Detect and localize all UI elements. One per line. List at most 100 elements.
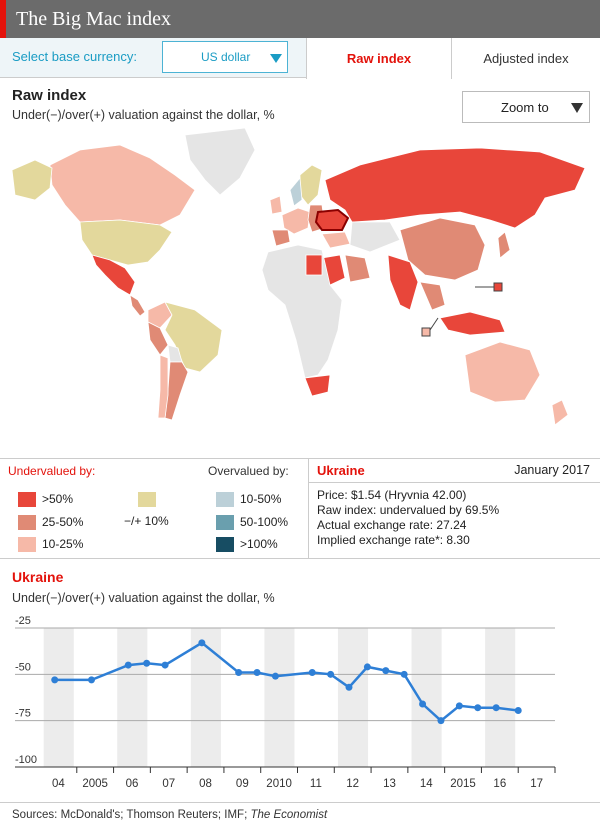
tab-adjusted-index[interactable]: Adjusted index [452, 38, 600, 78]
data-point [198, 639, 206, 647]
map-region-russia[interactable] [324, 147, 586, 229]
map-region-southeast-asia[interactable] [419, 281, 446, 311]
data-point [327, 670, 335, 678]
data-point [514, 706, 522, 714]
map-region-norway[interactable] [289, 177, 303, 207]
data-point [455, 702, 463, 710]
map-region-peru[interactable] [147, 321, 169, 356]
legend-overvalued-label: Overvalued by: [208, 464, 289, 478]
map-region-india[interactable] [387, 254, 419, 311]
map-region-south-africa[interactable] [304, 374, 331, 397]
x-tick-label: 13 [383, 778, 396, 790]
base-currency-label: Select base currency: [12, 49, 138, 64]
divider [0, 558, 600, 559]
y-tick-label: -25 [15, 615, 31, 627]
map-title: Raw index [12, 87, 87, 104]
page-title: The Big Mac index [16, 7, 171, 30]
line-chart: -25 -50 -75 -100 04 2005 06 07 08 09 2010 11 12 13 14 2… [15, 615, 556, 790]
x-tick-label: 17 [530, 778, 543, 790]
map-region-greenland[interactable] [184, 128, 256, 196]
chart-title: Ukraine [12, 569, 64, 585]
legend-swatch-over-10-50 [216, 492, 234, 507]
info-raw-index: Raw index: undervalued by 69.5% [317, 503, 500, 517]
y-tick-label: -100 [15, 754, 37, 766]
map-region-africa[interactable] [261, 244, 343, 379]
data-point [400, 670, 408, 678]
zoom-to-select[interactable]: Zoom to [462, 91, 590, 123]
map-region-central-asia[interactable] [349, 221, 401, 253]
map-region-iberia[interactable] [271, 229, 291, 247]
source-note: Sources: McDonald's; Thomson Reuters; IM… [12, 809, 327, 821]
info-price: Price: $1.54 (Hryvnia 42.00) [317, 488, 467, 502]
x-tick-label: 14 [420, 778, 433, 790]
source-text: Sources: McDonald's; Thomson Reuters; IM… [12, 809, 251, 821]
data-point [124, 661, 132, 669]
x-tick-label: 07 [162, 778, 175, 790]
source-publication: The Economist [250, 809, 328, 821]
y-tick-label: -50 [15, 661, 31, 673]
data-point [363, 663, 371, 671]
data-point [492, 704, 500, 712]
map-marker-singapore[interactable] [421, 327, 431, 337]
chart-subtitle: Under(−)/over(+) valuation against the d… [12, 591, 275, 605]
data-point [345, 683, 353, 691]
y-tick-label: -75 [15, 708, 31, 720]
map-subtitle: Under(−)/over(+) valuation against the d… [12, 108, 275, 122]
legend-swatch-neutral [138, 492, 156, 507]
data-point [271, 672, 279, 680]
chevron-down-icon [270, 54, 282, 63]
map-region-central-america[interactable] [129, 294, 146, 317]
legend-swatch-under-10-25 [18, 537, 36, 552]
data-point [437, 717, 445, 725]
data-point [51, 676, 59, 684]
data-point [253, 668, 261, 676]
controls-bar: Select base currency: US dollar Raw inde… [0, 38, 600, 79]
legend-undervalued-label: Undervalued by: [8, 464, 96, 478]
map-region-china[interactable] [399, 217, 486, 281]
legend-swatch-over-100 [216, 537, 234, 552]
map-region-turkey[interactable] [321, 231, 351, 249]
year-band [190, 628, 221, 767]
x-tick-label: 08 [199, 778, 212, 790]
map-region-new-zealand[interactable] [551, 399, 569, 426]
map-region-indonesia[interactable] [439, 311, 506, 336]
map-marker-hong-kong[interactable] [493, 282, 503, 292]
zoom-to-label: Zoom to [501, 100, 549, 115]
map-region-western-europe[interactable] [281, 207, 311, 235]
map-region-canada[interactable] [49, 144, 196, 226]
title-bar: The Big Mac index [0, 0, 600, 38]
data-point [419, 700, 427, 708]
data-point [235, 668, 243, 676]
map-region-australia[interactable] [464, 341, 541, 403]
map-region-uk[interactable] [269, 195, 283, 215]
base-currency-select[interactable]: US dollar [162, 41, 288, 73]
year-band [485, 628, 516, 767]
map-region-usa[interactable] [79, 219, 173, 266]
data-point [474, 704, 482, 712]
map-region-argentina[interactable] [164, 361, 189, 421]
legend-label-neutral: −/+ 10% [124, 514, 169, 528]
legend-label-over-100: >100% [240, 537, 278, 551]
data-point [143, 659, 151, 667]
x-tick-label: 12 [346, 778, 359, 790]
x-tick-label: 2010 [266, 778, 292, 790]
map-region-chile[interactable] [157, 354, 169, 419]
x-tick-label: 06 [126, 778, 139, 790]
map-region-colombia[interactable] [147, 301, 173, 329]
map-region-alaska[interactable] [11, 159, 53, 201]
year-band [43, 628, 74, 767]
base-currency-value: US dollar [201, 50, 251, 64]
map-region-ukraine[interactable] [314, 208, 350, 231]
map-region-middle-east[interactable] [344, 254, 371, 283]
data-point [88, 676, 95, 684]
world-map[interactable] [0, 128, 600, 458]
divider [0, 802, 600, 803]
year-band [264, 628, 295, 767]
chevron-down-icon [571, 103, 583, 113]
info-country: Ukraine [317, 463, 365, 478]
map-region-japan[interactable] [497, 231, 511, 259]
country-info-panel: Ukraine January 2017 Price: $1.54 (Hryvn… [308, 458, 600, 558]
map-region-egypt[interactable] [305, 254, 323, 276]
map-region-scandinavia[interactable] [299, 164, 323, 206]
tab-raw-index[interactable]: Raw index [306, 38, 452, 79]
